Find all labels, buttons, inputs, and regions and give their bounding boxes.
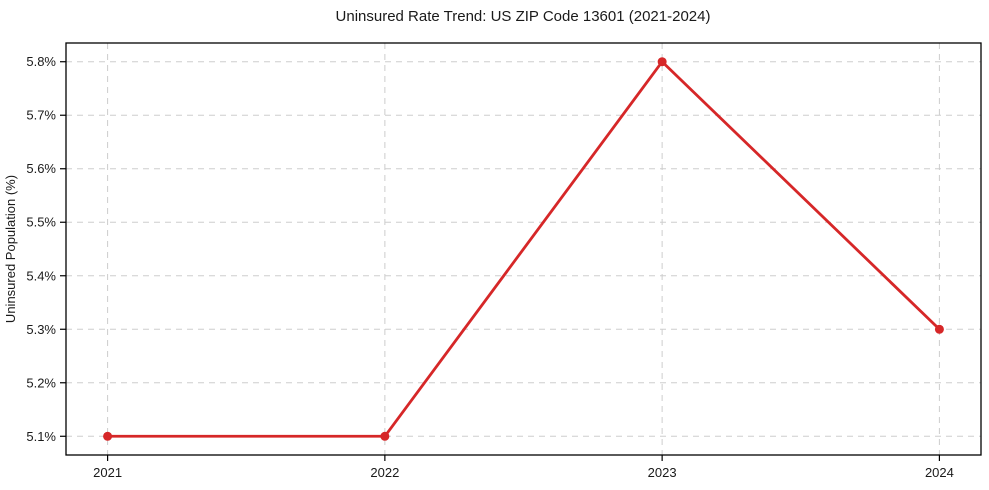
data-series: [103, 57, 944, 441]
y-tick-label: 5.1%: [26, 429, 56, 444]
y-tick-label: 5.3%: [26, 322, 56, 337]
y-tick-label: 5.5%: [26, 215, 56, 230]
data-point-marker: [103, 431, 113, 441]
data-point-marker: [380, 431, 390, 441]
y-tick-label: 5.7%: [26, 108, 56, 123]
y-tick-label: 5.6%: [26, 161, 56, 176]
x-tick-label: 2024: [925, 465, 954, 480]
trend-line: [106, 60, 941, 438]
y-tick-label: 5.2%: [26, 375, 56, 390]
y-axis-label: Uninsured Population (%): [3, 175, 18, 323]
y-tick-label: 5.4%: [26, 268, 56, 283]
data-point-marker: [934, 324, 944, 334]
y-tick-label: 5.8%: [26, 54, 56, 69]
x-tick-label: 2022: [370, 465, 399, 480]
axes: [60, 42, 982, 461]
plot-border: [65, 42, 982, 456]
x-tick-label: 2023: [648, 465, 677, 480]
chart-title: Uninsured Rate Trend: US ZIP Code 13601 …: [336, 8, 711, 25]
gridlines: [66, 43, 981, 455]
tick-labels: 5.1% 5.2% 5.3% 5.4% 5.5% 5.6% 5.7% 5.8% 2021 2022…: [26, 54, 954, 480]
data-point-marker: [657, 57, 667, 67]
x-tick-label: 2021: [93, 465, 122, 480]
